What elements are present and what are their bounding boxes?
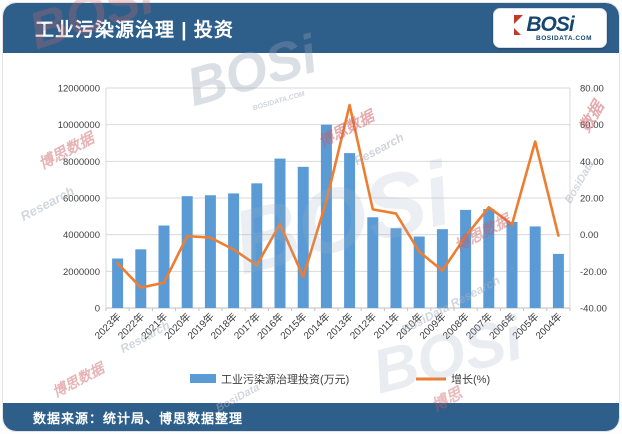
x-axis-label: 2012年 bbox=[347, 310, 379, 342]
right-axis-tick-label: 40.00 bbox=[580, 157, 604, 168]
legend-bar-swatch bbox=[190, 374, 216, 383]
bar-2010年 bbox=[413, 236, 425, 308]
right-axis-tick-label: -40.00 bbox=[580, 304, 607, 315]
bar-2006年 bbox=[506, 221, 518, 308]
growth-line bbox=[116, 103, 560, 289]
source-footer: 数据来源：统计局、博思数据整理 bbox=[3, 403, 619, 431]
bar-2022年 bbox=[135, 249, 147, 308]
page-title: 工业污染源治理 | 投资 bbox=[35, 19, 234, 41]
bosi-logo-subtext: BOSIDATA.COM bbox=[536, 34, 592, 42]
bar-2020年 bbox=[181, 196, 193, 308]
left-axis-tick-label: 2000000 bbox=[63, 267, 100, 278]
bar-2013年 bbox=[344, 153, 356, 308]
right-axis-tick-label: -20.00 bbox=[580, 267, 607, 278]
legend-bar-label: 工业污染源治理投资(万元) bbox=[221, 372, 349, 386]
bar-2017年 bbox=[251, 183, 263, 308]
bar-2019年 bbox=[204, 195, 216, 308]
legend-line-label: 增长(%) bbox=[451, 372, 490, 386]
bar-2016年 bbox=[274, 158, 286, 308]
bar-2023年 bbox=[112, 258, 124, 308]
bar-2015年 bbox=[297, 166, 309, 308]
left-axis-tick-label: 10000000 bbox=[58, 120, 100, 131]
logo-triangle-icon bbox=[514, 14, 524, 24]
bar-2014年 bbox=[320, 124, 332, 309]
right-axis-tick-label: 80.00 bbox=[580, 84, 604, 95]
bar-2004年 bbox=[552, 253, 564, 308]
data-source-text: 数据来源：统计局、博思数据整理 bbox=[33, 410, 244, 426]
combo-chart: 0 2000000 4000000 6000000 8000000 10000000 120… bbox=[58, 84, 607, 387]
x-axis-label: 2004年 bbox=[533, 310, 565, 342]
bar-2007年 bbox=[483, 209, 495, 308]
left-axis-tick-label: 0 bbox=[95, 304, 100, 315]
bosi-logo-text: BOSi bbox=[514, 14, 575, 35]
bosi-logo: BOSi BOSIDATA.COM bbox=[493, 8, 607, 48]
right-axis-tick-label: 60.00 bbox=[580, 120, 604, 131]
bar-2008年 bbox=[460, 209, 472, 308]
bar-2011年 bbox=[390, 228, 402, 308]
left-axis-tick-label: 12000000 bbox=[58, 84, 100, 95]
left-axis-tick-label: 4000000 bbox=[63, 230, 100, 241]
bar-2012年 bbox=[367, 217, 379, 308]
left-axis-tick-label: 8000000 bbox=[63, 157, 100, 168]
right-axis-tick-label: 20.00 bbox=[580, 194, 604, 205]
bar-2005年 bbox=[529, 226, 541, 308]
right-axis-tick-label: 0.00 bbox=[580, 230, 599, 241]
logo-triangle2-icon bbox=[514, 27, 522, 35]
bar-2021年 bbox=[158, 225, 170, 308]
left-axis-tick-label: 6000000 bbox=[63, 194, 100, 205]
